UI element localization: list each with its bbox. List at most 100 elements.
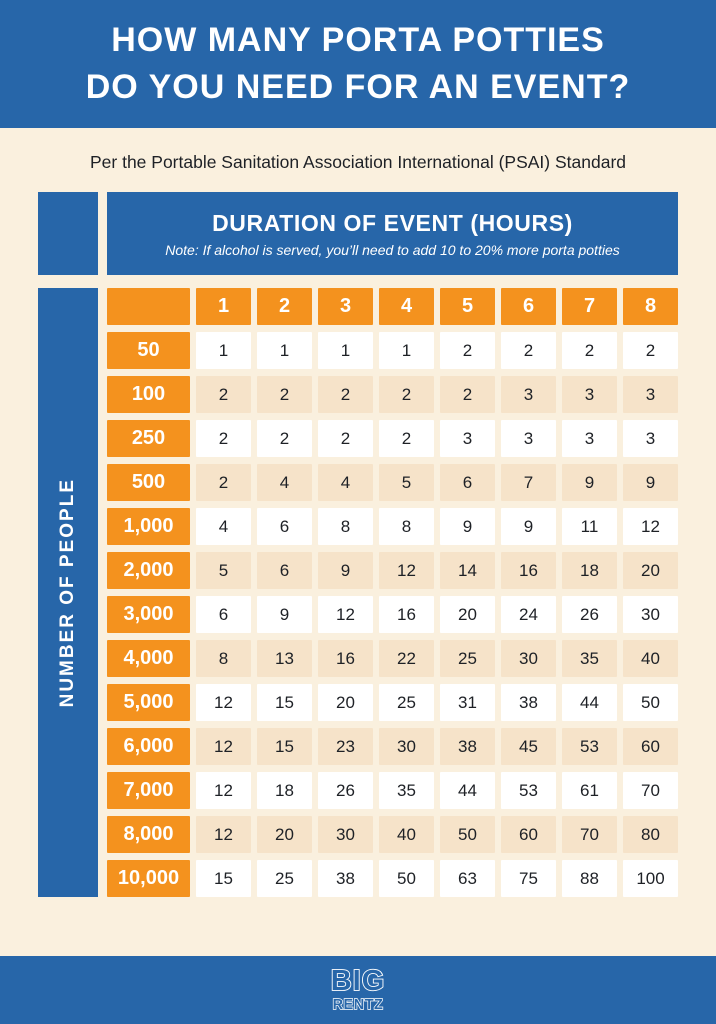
count-cell: 30	[623, 596, 678, 633]
count-cell: 20	[623, 552, 678, 589]
count-cell: 6	[196, 596, 251, 633]
count-cell: 88	[562, 860, 617, 897]
count-cell: 6	[440, 464, 495, 501]
count-cell: 12	[196, 772, 251, 809]
count-cell: 9	[501, 508, 556, 545]
count-cell: 60	[623, 728, 678, 765]
count-cell: 20	[440, 596, 495, 633]
count-cell: 4	[318, 464, 373, 501]
table-grid: 1 2 3 4 5 6 7 8 50 1 1 1 1 2 2 2 2 100 2 2 2 2 2 3 3 3 250 2 2 2 2 3 3 3 3…	[107, 288, 678, 897]
count-cell: 12	[196, 684, 251, 721]
count-cell: 8	[379, 508, 434, 545]
count-cell: 2	[379, 420, 434, 457]
count-cell: 2	[196, 420, 251, 457]
count-cell: 63	[440, 860, 495, 897]
people-label-cell: 1,000	[107, 508, 190, 545]
count-cell: 50	[623, 684, 678, 721]
count-cell: 1	[318, 332, 373, 369]
count-cell: 8	[196, 640, 251, 677]
count-cell: 12	[196, 728, 251, 765]
page-title-line2: DO YOU NEED FOR AN EVENT?	[85, 68, 631, 106]
count-cell: 100	[623, 860, 678, 897]
bigrentz-logo: BIG RENTZ	[324, 962, 392, 1018]
count-cell: 30	[318, 816, 373, 853]
count-cell: 25	[440, 640, 495, 677]
blank-corner-cell	[107, 288, 190, 325]
people-label-cell: 3,000	[107, 596, 190, 633]
people-axis-label: NUMBER OF PEOPLE	[57, 477, 78, 708]
count-cell: 2	[623, 332, 678, 369]
page-title-line1: HOW MANY PORTA POTTIES	[111, 21, 605, 60]
corner-block	[38, 192, 98, 275]
people-label-cell: 100	[107, 376, 190, 413]
count-cell: 12	[379, 552, 434, 589]
people-label-cell: 250	[107, 420, 190, 457]
people-label-cell: 5,000	[107, 684, 190, 721]
count-cell: 4	[196, 508, 251, 545]
duration-header: DURATION OF EVENT (HOURS) Note: If alcoh…	[107, 192, 678, 275]
count-cell: 53	[501, 772, 556, 809]
count-cell: 24	[501, 596, 556, 633]
count-cell: 35	[379, 772, 434, 809]
count-cell: 2	[318, 420, 373, 457]
count-cell: 12	[318, 596, 373, 633]
count-cell: 13	[257, 640, 312, 677]
count-cell: 7	[501, 464, 556, 501]
count-cell: 6	[257, 508, 312, 545]
count-cell: 38	[440, 728, 495, 765]
count-cell: 15	[257, 728, 312, 765]
count-cell: 20	[318, 684, 373, 721]
count-cell: 3	[562, 376, 617, 413]
count-cell: 3	[623, 376, 678, 413]
count-cell: 12	[196, 816, 251, 853]
count-cell: 14	[440, 552, 495, 589]
count-cell: 2	[562, 332, 617, 369]
duration-header-note: Note: If alcohol is served, you’ll need …	[165, 241, 620, 258]
hour-header-cell: 5	[440, 288, 495, 325]
count-cell: 9	[623, 464, 678, 501]
count-cell: 2	[257, 420, 312, 457]
count-cell: 1	[196, 332, 251, 369]
hour-header-cell: 1	[196, 288, 251, 325]
count-cell: 30	[501, 640, 556, 677]
count-cell: 22	[379, 640, 434, 677]
count-cell: 9	[257, 596, 312, 633]
people-label-cell: 500	[107, 464, 190, 501]
porta-potty-table: DURATION OF EVENT (HOURS) Note: If alcoh…	[38, 192, 678, 897]
count-cell: 26	[318, 772, 373, 809]
count-cell: 53	[562, 728, 617, 765]
count-cell: 2	[501, 332, 556, 369]
count-cell: 3	[501, 420, 556, 457]
subtitle: Per the Portable Sanitation Association …	[89, 152, 626, 172]
count-cell: 9	[318, 552, 373, 589]
logo-text-big: BIG	[331, 965, 386, 997]
count-cell: 26	[562, 596, 617, 633]
count-cell: 5	[196, 552, 251, 589]
count-cell: 2	[440, 376, 495, 413]
people-label-cell: 4,000	[107, 640, 190, 677]
count-cell: 45	[501, 728, 556, 765]
count-cell: 3	[501, 376, 556, 413]
count-cell: 2	[196, 376, 251, 413]
people-label-cell: 50	[107, 332, 190, 369]
count-cell: 9	[562, 464, 617, 501]
count-cell: 23	[318, 728, 373, 765]
count-cell: 11	[562, 508, 617, 545]
count-cell: 3	[562, 420, 617, 457]
count-cell: 2	[257, 376, 312, 413]
logo-text-rentz: RENTZ	[333, 997, 384, 1013]
count-cell: 60	[501, 816, 556, 853]
count-cell: 20	[257, 816, 312, 853]
count-cell: 61	[562, 772, 617, 809]
count-cell: 35	[562, 640, 617, 677]
header-banner: HOW MANY PORTA POTTIES DO YOU NEED FOR A…	[0, 0, 716, 128]
count-cell: 50	[379, 860, 434, 897]
count-cell: 12	[623, 508, 678, 545]
count-cell: 16	[379, 596, 434, 633]
count-cell: 1	[379, 332, 434, 369]
count-cell: 70	[623, 772, 678, 809]
count-cell: 3	[623, 420, 678, 457]
count-cell: 18	[562, 552, 617, 589]
count-cell: 80	[623, 816, 678, 853]
hour-header-cell: 3	[318, 288, 373, 325]
